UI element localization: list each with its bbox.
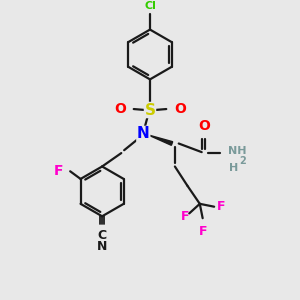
Text: F: F: [217, 200, 225, 213]
Text: O: O: [174, 102, 186, 116]
Text: F: F: [198, 225, 207, 238]
Text: F: F: [181, 210, 190, 223]
Text: S: S: [145, 103, 155, 118]
Text: H: H: [230, 163, 239, 173]
Text: 2: 2: [239, 156, 246, 166]
Text: O: O: [114, 102, 126, 116]
Text: NH: NH: [227, 146, 246, 156]
Polygon shape: [148, 135, 173, 145]
Text: Cl: Cl: [144, 2, 156, 11]
Text: N: N: [137, 126, 150, 141]
Text: N: N: [97, 240, 107, 253]
Text: C: C: [98, 229, 107, 242]
Text: O: O: [199, 119, 211, 133]
Text: F: F: [54, 164, 64, 178]
